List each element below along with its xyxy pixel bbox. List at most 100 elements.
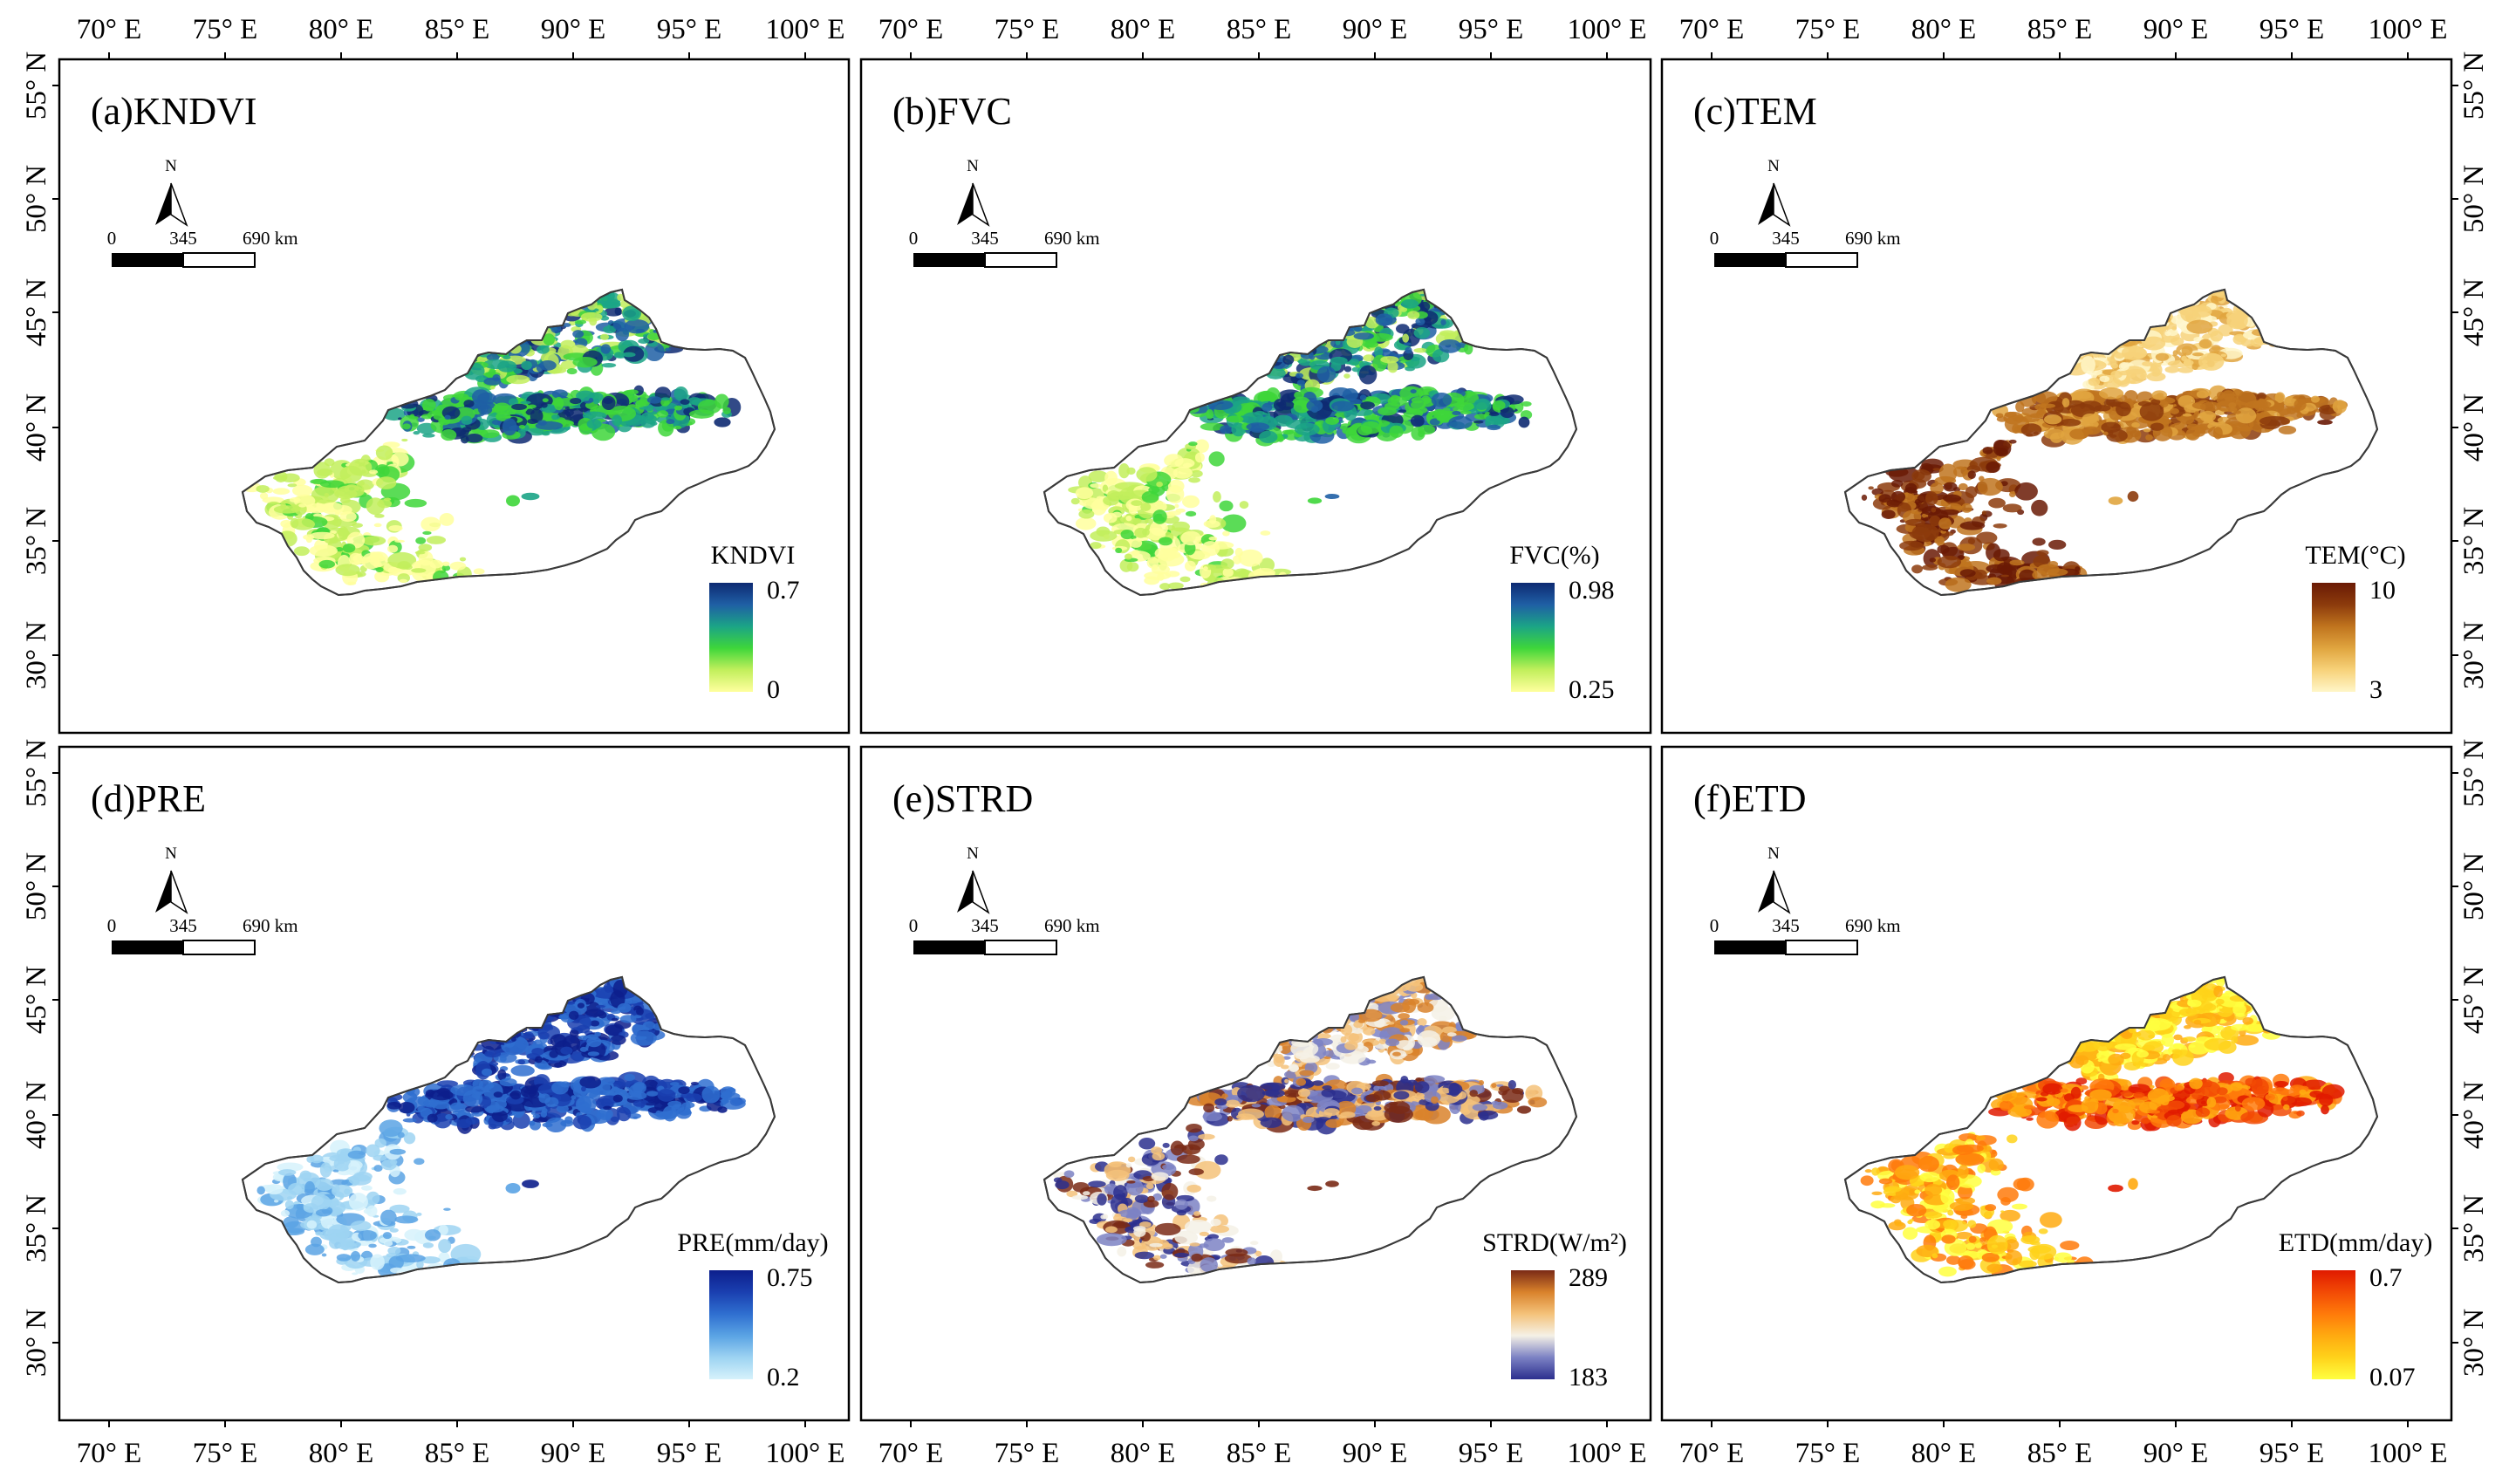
lon-tick-label: 85° E	[425, 14, 490, 45]
scale-label: 345	[971, 915, 999, 936]
north-arrow-icon	[957, 871, 973, 913]
lon-tick-label: 90° E	[2143, 1438, 2209, 1469]
lat-tick-label: 55° N	[2458, 51, 2490, 120]
lat-tick-label: 35° N	[21, 1194, 52, 1262]
legend-color-ramp	[2312, 583, 2355, 692]
legend-max-value: 0.75	[767, 1263, 813, 1292]
lon-tick-label: 70° E	[1679, 14, 1745, 45]
lat-tick-label: 50° N	[2458, 852, 2490, 920]
lat-tick-label: 30° N	[21, 621, 52, 689]
lon-tick-label: 70° E	[77, 14, 142, 45]
lon-tick-label: 90° E	[1343, 1438, 1408, 1469]
lon-tick-label: 100° E	[765, 1438, 844, 1469]
region-map	[241, 288, 776, 597]
lon-tick-label: 75° E	[995, 1438, 1060, 1469]
raster-layer	[1861, 290, 2348, 592]
north-label: N	[967, 845, 979, 863]
lon-tick-label: 100° E	[1567, 1438, 1646, 1469]
scale-label: 0	[909, 228, 919, 249]
lat-tick-label: 40° N	[21, 393, 52, 462]
north-arrow-icon	[972, 182, 990, 227]
scale-label: 690 km	[1044, 228, 1100, 249]
scale-label: 690 km	[1044, 915, 1100, 936]
scale-bar-segment	[913, 253, 985, 267]
lat-tick-label: 40° N	[2458, 1081, 2490, 1149]
region-outline	[1043, 288, 1578, 597]
lon-tick-label: 90° E	[541, 14, 606, 45]
region-outline	[241, 288, 776, 597]
scale-bar-segment	[1785, 252, 1858, 268]
raster-layer	[1860, 977, 2345, 1280]
lon-tick-label: 95° E	[2259, 1438, 2325, 1469]
north-label: N	[165, 157, 177, 175]
lon-tick-label: 100° E	[2368, 14, 2447, 45]
north-arrow-icon	[1773, 870, 1791, 914]
lat-tick-label: 50° N	[21, 852, 52, 920]
lon-tick-label: 70° E	[1679, 1438, 1745, 1469]
lat-tick-label: 45° N	[21, 966, 52, 1034]
lon-tick-label: 75° E	[1795, 14, 1861, 45]
legend-min-value: 0.2	[767, 1363, 800, 1392]
scale-label: 690 km	[243, 228, 298, 249]
north-label: N	[165, 845, 177, 863]
north-label: N	[1767, 845, 1780, 863]
scale-bar-segment	[1714, 940, 1786, 954]
region-outline	[241, 975, 776, 1284]
scale-label: 0	[107, 228, 117, 249]
lon-tick-label: 90° E	[2143, 14, 2209, 45]
lon-tick-label: 85° E	[2027, 14, 2093, 45]
panel-title: (a)KNDVI	[91, 90, 257, 133]
scale-label: 690 km	[1845, 228, 1901, 249]
lat-tick-label: 45° N	[2458, 966, 2490, 1034]
lon-tick-label: 95° E	[657, 14, 722, 45]
legend-min-value: 3	[2369, 675, 2383, 704]
map-panel-b: 70° E 75° E 80° E 85° E 90° E 95° E 100° E (b)F…	[859, 14, 1652, 735]
legend-max-value: 0.7	[2369, 1263, 2403, 1292]
lat-tick-label: 35° N	[2458, 1194, 2490, 1262]
scale-label: 690 km	[1845, 915, 1901, 936]
lat-tick-label: 30° N	[2458, 1309, 2490, 1377]
legend-min-value: 0.07	[2369, 1363, 2416, 1392]
legend-max-value: 289	[1569, 1263, 1608, 1292]
legend-color-ramp	[709, 583, 753, 692]
lon-tick-label: 100° E	[2368, 1438, 2447, 1469]
lon-tick-label: 90° E	[541, 1438, 606, 1469]
scale-label: 0	[1710, 228, 1719, 249]
scale-label: 0	[107, 915, 117, 936]
lat-tick-label: 35° N	[2458, 507, 2490, 575]
legend-title: ETD(mm/day)	[2279, 1228, 2433, 1257]
region-map	[1043, 975, 1578, 1284]
lon-tick-label: 70° E	[878, 14, 944, 45]
legend-title: STRD(W/m²)	[1482, 1228, 1627, 1257]
north-arrow-icon	[170, 870, 188, 914]
north-arrow-icon	[957, 183, 973, 225]
scale-label: 345	[169, 228, 197, 249]
lat-tick-label: 30° N	[2458, 621, 2490, 689]
lat-tick-label: 55° N	[21, 739, 52, 807]
panel-title: (b)FVC	[892, 90, 1012, 133]
legend-color-ramp	[709, 1270, 753, 1379]
legend-color-ramp	[1511, 1270, 1555, 1379]
map-panel-e: 70° E 75° E 80° E 85° E 90° E 95° E 100° E (e)S…	[859, 745, 1652, 1469]
legend-title: PRE(mm/day)	[677, 1228, 828, 1257]
lon-tick-label: 100° E	[765, 14, 844, 45]
lat-tick-label: 35° N	[21, 507, 52, 575]
lon-tick-label: 80° E	[1111, 14, 1176, 45]
lon-tick-label: 80° E	[309, 14, 374, 45]
region-map	[1843, 975, 2379, 1284]
scale-bar-segment	[112, 253, 183, 267]
raster-layer	[1068, 290, 1533, 592]
lat-tick-label: 40° N	[2458, 393, 2490, 462]
lat-tick-label: 40° N	[21, 1081, 52, 1149]
region-map	[1843, 288, 2379, 597]
panel-title: (e)STRD	[892, 777, 1033, 820]
legend-title: FVC(%)	[1509, 541, 1599, 570]
scale-label: 345	[169, 915, 197, 936]
lon-tick-label: 75° E	[193, 1438, 258, 1469]
lon-tick-label: 90° E	[1343, 14, 1408, 45]
lat-tick-label: 50° N	[2458, 165, 2490, 233]
lon-tick-label: 85° E	[2027, 1438, 2093, 1469]
raster-layer	[243, 290, 742, 588]
scale-bar-segment	[112, 940, 183, 954]
